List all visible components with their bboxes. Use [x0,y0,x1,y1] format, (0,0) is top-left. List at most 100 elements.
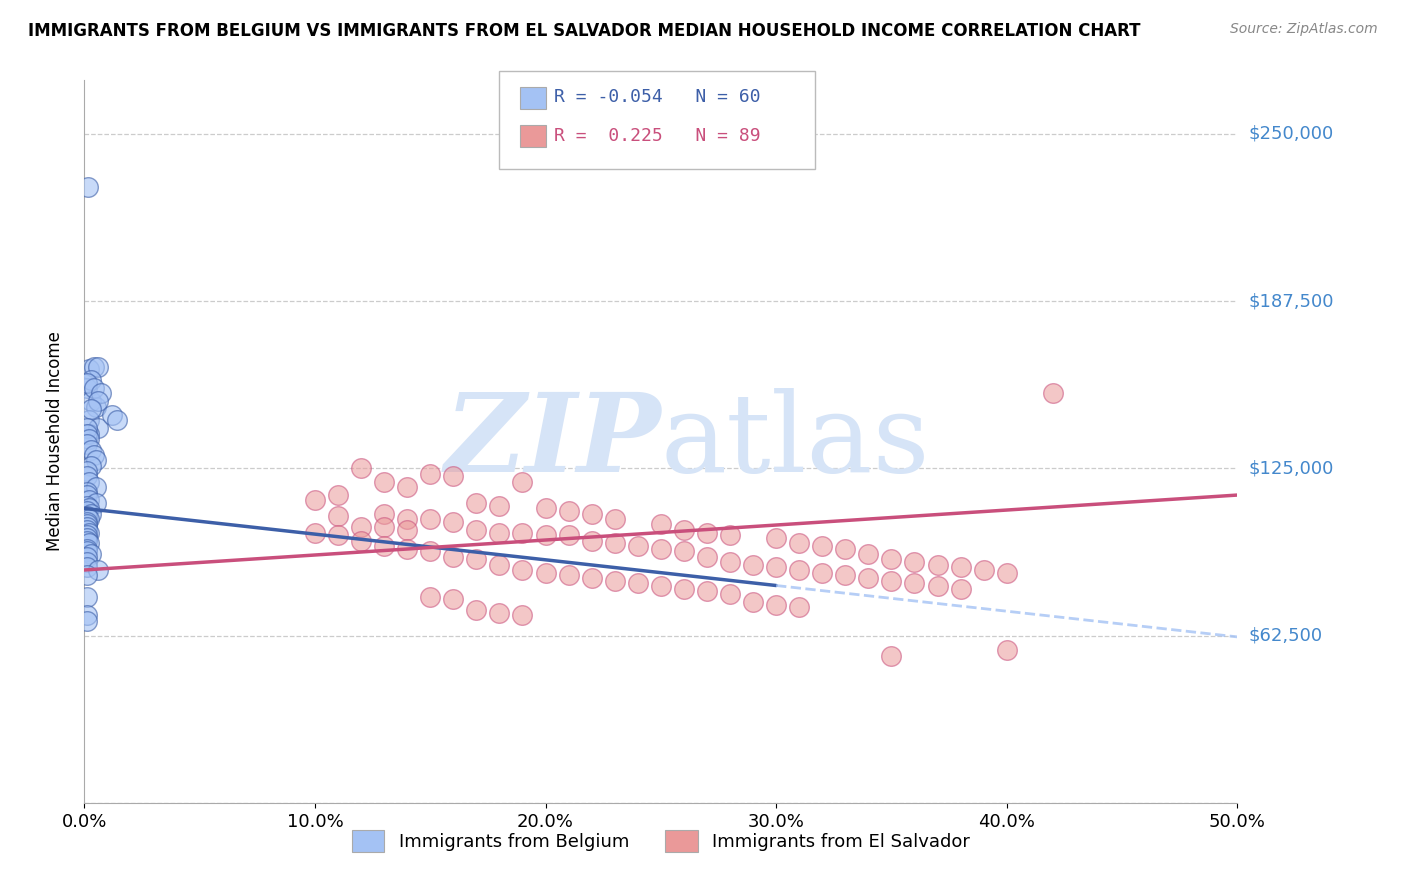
Point [76,528,98,542]
Point [76,544,98,558]
Point [672,523,695,537]
Point [84,496,107,510]
Point [512,608,534,623]
Point [76,533,98,548]
Point [80,373,103,387]
Text: ZIP: ZIP [444,388,661,495]
Text: atlas: atlas [661,388,931,495]
Point [87,563,110,577]
Point [834,541,856,556]
Point [488,558,510,572]
Point [1042,386,1064,401]
Point [76,376,98,390]
Text: R = -0.054   N = 60: R = -0.054 N = 60 [554,88,761,106]
Point [880,574,903,588]
Point [304,525,326,540]
Point [949,582,972,596]
Point [76,499,98,513]
Point [834,568,856,582]
Point [77,413,100,427]
Point [396,480,419,494]
Point [76,485,98,500]
Point [627,576,650,591]
Point [603,512,626,526]
Point [326,509,349,524]
Point [742,558,765,572]
Point [557,528,579,542]
Text: Source: ZipAtlas.com: Source: ZipAtlas.com [1230,22,1378,37]
Point [373,475,395,489]
Point [84,453,107,467]
Point [80,507,103,521]
Point [903,576,925,591]
Point [326,528,349,542]
Point [880,648,903,663]
Point [76,590,98,604]
Point [76,469,98,483]
Point [787,600,810,615]
Point [718,555,741,569]
Point [903,555,925,569]
Point [76,515,98,529]
Point [77,362,100,376]
Point [76,464,98,478]
Point [534,501,557,516]
Point [84,480,107,494]
Point [765,598,787,612]
Point [77,432,100,446]
Point [80,458,103,473]
Point [465,523,488,537]
Point [650,579,672,593]
Point [373,507,395,521]
Point [441,469,464,483]
Point [84,400,107,414]
Point [465,603,488,617]
Point [89,386,111,401]
Point [465,496,488,510]
Point [87,359,110,374]
Text: $62,500: $62,500 [1249,626,1323,645]
Point [419,512,441,526]
Point [105,413,128,427]
Point [995,643,1018,657]
Point [787,536,810,550]
Point [350,461,373,475]
Point [87,394,110,409]
Point [77,501,100,516]
Point [627,539,650,553]
Point [858,547,880,561]
Point [488,525,510,540]
Point [581,571,603,585]
Point [696,549,718,564]
Point [77,493,100,508]
Point [76,549,98,564]
Point [76,614,98,628]
Point [811,539,834,553]
Point [880,552,903,566]
Point [76,541,98,556]
Point [87,421,110,435]
Point [927,558,949,572]
Point [512,563,534,577]
Text: $187,500: $187,500 [1249,292,1334,310]
Point [419,590,441,604]
Point [581,507,603,521]
Point [672,544,695,558]
Point [419,467,441,481]
Point [718,587,741,601]
Point [76,381,98,395]
Point [77,536,100,550]
Point [718,528,741,542]
Point [83,381,105,395]
Point [76,523,98,537]
Point [76,517,98,532]
Point [603,536,626,550]
Legend: Immigrants from Belgium, Immigrants from El Salvador: Immigrants from Belgium, Immigrants from… [344,822,977,859]
Point [77,426,100,441]
Point [101,408,124,422]
Point [465,552,488,566]
Point [765,531,787,545]
Point [512,475,534,489]
Point [488,499,510,513]
Point [326,488,349,502]
